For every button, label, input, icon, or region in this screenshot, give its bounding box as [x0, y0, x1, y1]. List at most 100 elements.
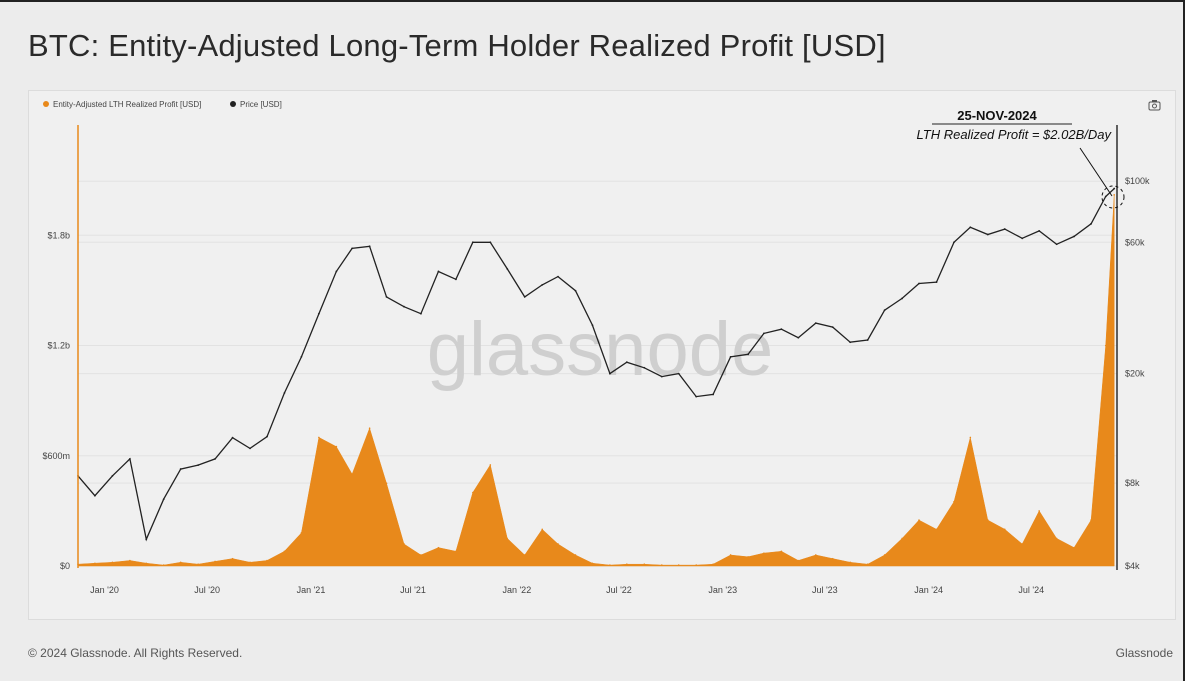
y-right-tick-label: $20k: [1125, 369, 1145, 379]
price-point: [1090, 222, 1092, 225]
profit-point: [1113, 194, 1115, 196]
profit-point: [197, 563, 199, 565]
price-point: [385, 295, 388, 298]
y-left-tick-label: $1.2b: [47, 341, 70, 351]
annotation-date: 25-NOV-2024: [957, 108, 1037, 123]
price-point: [780, 328, 783, 331]
y-left-tick-label: $600m: [42, 451, 70, 461]
price-point: [935, 281, 938, 283]
profit-point: [94, 562, 96, 565]
price-point: [762, 332, 765, 335]
window-edge-top: [0, 0, 1185, 2]
x-tick-label: Jul '24: [1018, 585, 1044, 595]
price-point: [128, 457, 131, 460]
profit-point: [455, 550, 457, 553]
price-point: [986, 233, 989, 236]
profit-point: [523, 554, 526, 556]
profit-point: [162, 564, 165, 566]
profit-point: [935, 528, 938, 531]
profit-point: [883, 554, 886, 556]
profit-point: [729, 554, 732, 556]
profit-point: [489, 464, 492, 466]
profit-point: [712, 563, 714, 565]
profit-point: [420, 554, 422, 556]
price-point: [403, 305, 405, 308]
price-point: [918, 282, 920, 285]
profit-point: [506, 537, 509, 540]
price-point: [901, 297, 903, 300]
price-point: [677, 372, 680, 375]
profit-point: [831, 557, 834, 560]
profit-point: [351, 473, 353, 475]
profit-point: [1055, 537, 1058, 540]
price-point: [1021, 237, 1024, 240]
legend: Entity-Adjusted LTH Realized Profit [USD…: [43, 100, 282, 109]
profit-point: [849, 561, 851, 564]
profit-point: [747, 556, 749, 558]
profit-point: [145, 562, 148, 565]
y-left-tick-label: $0: [60, 561, 70, 571]
price-point: [557, 275, 559, 278]
price-point: [660, 375, 663, 378]
price-point: [214, 457, 216, 460]
price-point: [591, 324, 594, 327]
price-point: [368, 245, 371, 248]
profit-point: [695, 564, 698, 566]
camera-icon[interactable]: [1148, 100, 1161, 111]
profit-point: [1038, 510, 1040, 512]
profit-point: [335, 445, 338, 448]
profit-point: [574, 554, 577, 556]
price-point: [523, 295, 526, 298]
legend-label-price[interactable]: Price [USD]: [240, 100, 282, 109]
price-point: [1038, 229, 1041, 232]
profit-point: [591, 562, 594, 565]
y-right-tick-label: $60k: [1125, 237, 1145, 247]
legend-marker-price: [230, 101, 236, 107]
profit-point: [987, 519, 989, 521]
profit-point: [214, 560, 216, 563]
profit-point: [249, 561, 251, 564]
x-tick-label: Jan '23: [708, 585, 737, 595]
page-title: BTC: Entity-Adjusted Long-Term Holder Re…: [28, 28, 886, 63]
price-point: [883, 309, 886, 312]
x-tick-label: Jan '24: [914, 585, 943, 595]
watermark: glassnode: [427, 307, 774, 392]
profit-point: [266, 559, 268, 562]
profit-point: [111, 561, 114, 564]
price-point: [712, 393, 715, 396]
price-point: [1003, 228, 1006, 230]
y-right-tick-label: $8k: [1125, 478, 1140, 488]
copyright: © 2024 Glassnode. All Rights Reserved.: [28, 646, 243, 660]
profit-point: [661, 564, 663, 566]
axes: $0 $600m $1.2b $1.8b $4k $8k $20k $60k $100k Jan …: [42, 125, 1150, 595]
profit-point: [969, 436, 972, 439]
price-point: [317, 312, 320, 315]
x-tick-label: Jul '22: [606, 585, 632, 595]
price-point: [266, 435, 268, 438]
x-tick-label: Jan '21: [297, 585, 326, 595]
price-point: [197, 464, 200, 467]
y-left-tick-label: $1.8b: [47, 230, 70, 240]
price-point: [849, 341, 852, 344]
price-point: [695, 395, 698, 398]
x-tick-label: Jul '20: [194, 585, 220, 595]
price-point: [609, 372, 611, 375]
price-point: [94, 494, 96, 497]
profit-point: [901, 537, 903, 540]
profit-point: [1090, 519, 1092, 521]
x-tick-label: Jan '22: [502, 585, 531, 595]
legend-label-profit[interactable]: Entity-Adjusted LTH Realized Profit [USD…: [53, 100, 201, 109]
profit-point: [866, 563, 869, 565]
profit-point: [283, 550, 286, 553]
price-point: [541, 283, 544, 286]
price-point: [471, 241, 474, 244]
profit-point: [1073, 546, 1075, 549]
annotation-text: LTH Realized Profit = $2.02B/Day: [917, 127, 1113, 142]
y-right-tick-label: $4k: [1125, 561, 1140, 571]
price-point: [969, 226, 972, 229]
profit-point: [437, 546, 440, 549]
profit-point: [1104, 344, 1107, 347]
profit-point: [557, 543, 559, 545]
profit-point: [677, 564, 680, 566]
